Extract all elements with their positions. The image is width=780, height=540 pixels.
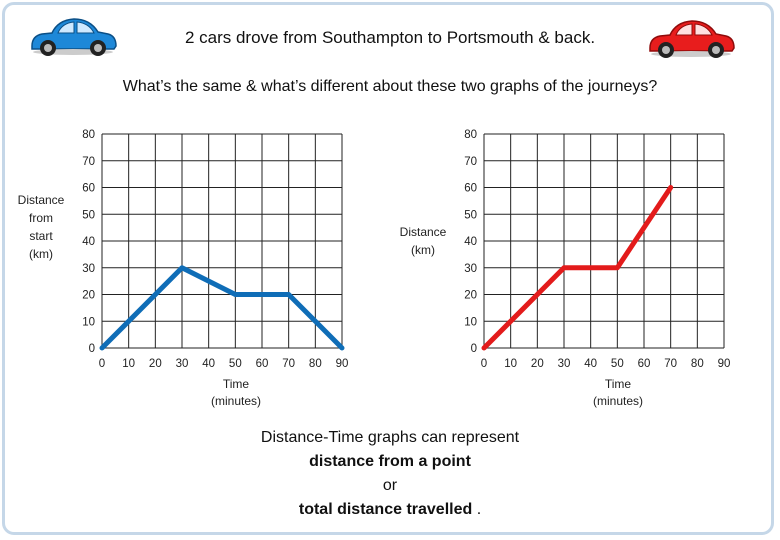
x-tick-label: 80 xyxy=(309,358,322,370)
series-line xyxy=(481,185,674,351)
slide-title: 2 cars drove from Southampton to Portsmo… xyxy=(184,28,596,47)
y-axis-label: (km) xyxy=(411,243,435,257)
y-tick-label: 40 xyxy=(464,236,477,248)
note-line-1: Distance-Time graphs can represent xyxy=(260,429,520,446)
y-tick-label: 50 xyxy=(464,209,477,221)
x-axis-label: (minutes) xyxy=(593,394,643,408)
note-line-4-bold: total distance travelled xyxy=(298,501,473,518)
y-tick-label: 10 xyxy=(82,316,95,328)
x-tick-label: 0 xyxy=(481,358,487,370)
x-axis-label: Time xyxy=(605,377,632,391)
blue-car-icon xyxy=(31,18,117,56)
y-axis-label: (km) xyxy=(29,247,53,261)
y-tick-label: 80 xyxy=(464,129,477,141)
x-tick-label: 60 xyxy=(638,358,651,370)
x-axis-label: (minutes) xyxy=(211,394,261,408)
y-tick-label: 60 xyxy=(82,183,95,195)
y-tick-label: 70 xyxy=(82,156,95,168)
x-tick-label: 40 xyxy=(202,358,215,370)
y-tick-label: 0 xyxy=(89,343,95,355)
y-axis-label: Distance xyxy=(18,193,65,207)
y-tick-label: 70 xyxy=(464,156,477,168)
x-tick-label: 20 xyxy=(149,358,162,370)
x-tick-label: 90 xyxy=(718,358,731,370)
y-tick-label: 30 xyxy=(464,263,477,275)
y-tick-label: 30 xyxy=(82,263,95,275)
x-tick-label: 60 xyxy=(256,358,269,370)
note-text: Distance-Time graphs can represent dista… xyxy=(190,426,590,522)
note-line-2: distance from a point xyxy=(309,453,471,470)
x-tick-label: 20 xyxy=(531,358,544,370)
x-tick-label: 70 xyxy=(282,358,295,370)
y-axis-label: start xyxy=(29,229,53,243)
y-tick-label: 50 xyxy=(82,209,95,221)
note-line-4-end: . xyxy=(472,501,482,518)
x-tick-label: 10 xyxy=(122,358,135,370)
x-tick-label: 80 xyxy=(691,358,704,370)
x-tick-label: 30 xyxy=(558,358,571,370)
y-tick-label: 40 xyxy=(82,236,95,248)
y-tick-label: 20 xyxy=(464,290,477,302)
slide-frame xyxy=(2,2,774,535)
x-tick-label: 50 xyxy=(611,358,624,370)
y-tick-label: 20 xyxy=(82,290,95,302)
x-tick-label: 70 xyxy=(664,358,677,370)
x-axis-label: Time xyxy=(223,377,250,391)
x-tick-label: 40 xyxy=(584,358,597,370)
y-axis-label: Distance xyxy=(400,225,447,239)
x-tick-label: 0 xyxy=(99,358,105,370)
x-tick-label: 10 xyxy=(504,358,517,370)
red-car-icon xyxy=(649,20,735,58)
x-tick-label: 90 xyxy=(336,358,349,370)
x-tick-label: 30 xyxy=(176,358,189,370)
y-tick-label: 0 xyxy=(471,343,477,355)
note-line-4: total distance travelled . xyxy=(190,498,590,522)
note-line-3: or xyxy=(382,477,398,494)
x-tick-label: 50 xyxy=(229,358,242,370)
question-text: What’s the same & what’s different about… xyxy=(122,78,658,95)
y-tick-label: 10 xyxy=(464,316,477,328)
y-tick-label: 60 xyxy=(464,183,477,195)
y-axis-label: from xyxy=(29,211,53,225)
y-tick-label: 80 xyxy=(82,129,95,141)
series-line xyxy=(99,265,345,351)
